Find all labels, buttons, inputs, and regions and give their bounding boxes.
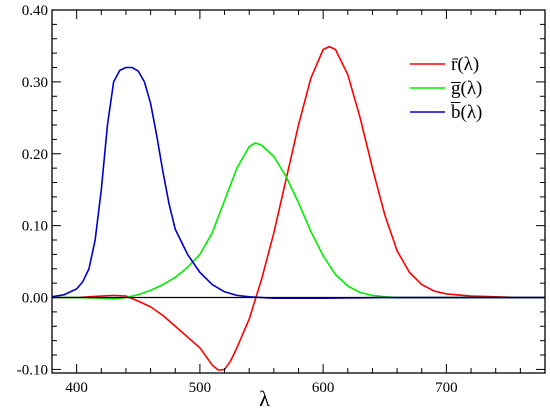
y-tick-label: 0.40 <box>22 3 48 19</box>
x-tick-label: 500 <box>189 380 212 396</box>
series-line-1 <box>52 142 545 300</box>
x-tick-label: 400 <box>65 380 88 396</box>
series-line-0 <box>52 45 545 371</box>
y-tick-label: -0.10 <box>17 362 48 378</box>
y-tick-label: 0.30 <box>22 75 48 91</box>
legend-label-2: b̅(λ) <box>451 102 483 123</box>
axes-layer: 400 500 600 700 -0.10 0.00 0.10 0.20 0.30 0.40 <box>17 3 546 396</box>
x-axis-label: λ <box>259 386 270 411</box>
y-tick-label: 0.00 <box>22 291 48 307</box>
legend: r̄(λ) g̅(λ) b̅(λ) <box>410 54 482 123</box>
x-tick-label: 700 <box>435 380 458 396</box>
y-tick-label: 0.10 <box>22 219 48 235</box>
legend-label-0: r̄(λ) <box>451 54 479 75</box>
legend-label-1: g̅(λ) <box>451 78 483 99</box>
x-tick-label: 600 <box>312 380 335 396</box>
y-tick-label: 0.20 <box>22 147 48 163</box>
